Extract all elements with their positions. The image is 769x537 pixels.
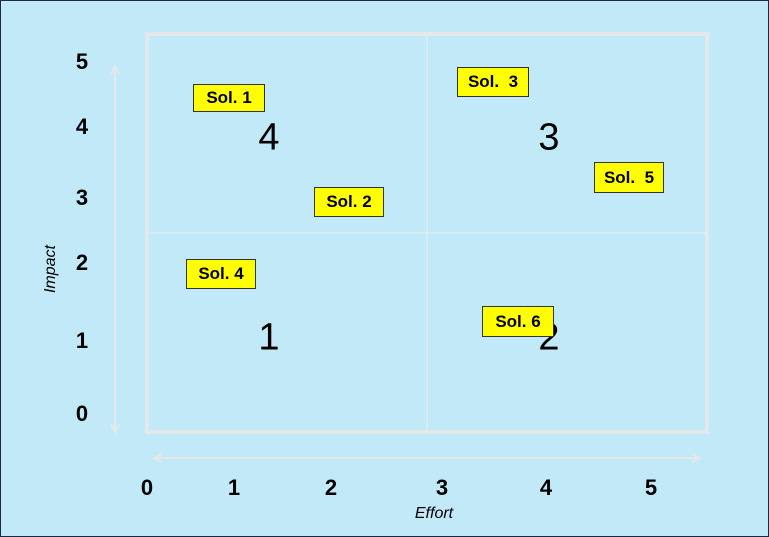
solution-box: Sol. 6 bbox=[482, 306, 554, 337]
x-tick-label: 4 bbox=[539, 475, 553, 500]
x-tick-label: 1 bbox=[227, 475, 241, 500]
y-tick-label: 4 bbox=[75, 114, 89, 139]
solution-box: Sol. 5 bbox=[594, 162, 664, 193]
x-axis-title: Effort bbox=[414, 505, 454, 522]
solution-box: Sol. 2 bbox=[314, 187, 384, 217]
solution-box: Sol. 1 bbox=[193, 84, 265, 112]
y-tick-label: 0 bbox=[75, 401, 89, 426]
x-tick-label: 5 bbox=[644, 475, 658, 500]
x-tick-label: 3 bbox=[435, 475, 449, 500]
y-tick-label: 5 bbox=[75, 49, 89, 74]
quadrant-number: 3 bbox=[538, 116, 560, 159]
y-arrow bbox=[110, 63, 120, 435]
y-tick-label: 2 bbox=[75, 250, 89, 275]
quadrant-number: 1 bbox=[258, 316, 280, 359]
solution-box: Sol. 3 bbox=[457, 67, 529, 97]
x-tick-label: 0 bbox=[140, 475, 154, 500]
y-tick-label: 1 bbox=[75, 328, 89, 353]
y-tick-label: 3 bbox=[75, 185, 89, 210]
solution-box: Sol. 4 bbox=[186, 259, 256, 289]
x-tick-label: 2 bbox=[324, 475, 338, 500]
y-axis-title: Impact bbox=[42, 244, 59, 294]
x-arrow bbox=[151, 453, 703, 463]
quadrant-number: 4 bbox=[258, 116, 280, 159]
